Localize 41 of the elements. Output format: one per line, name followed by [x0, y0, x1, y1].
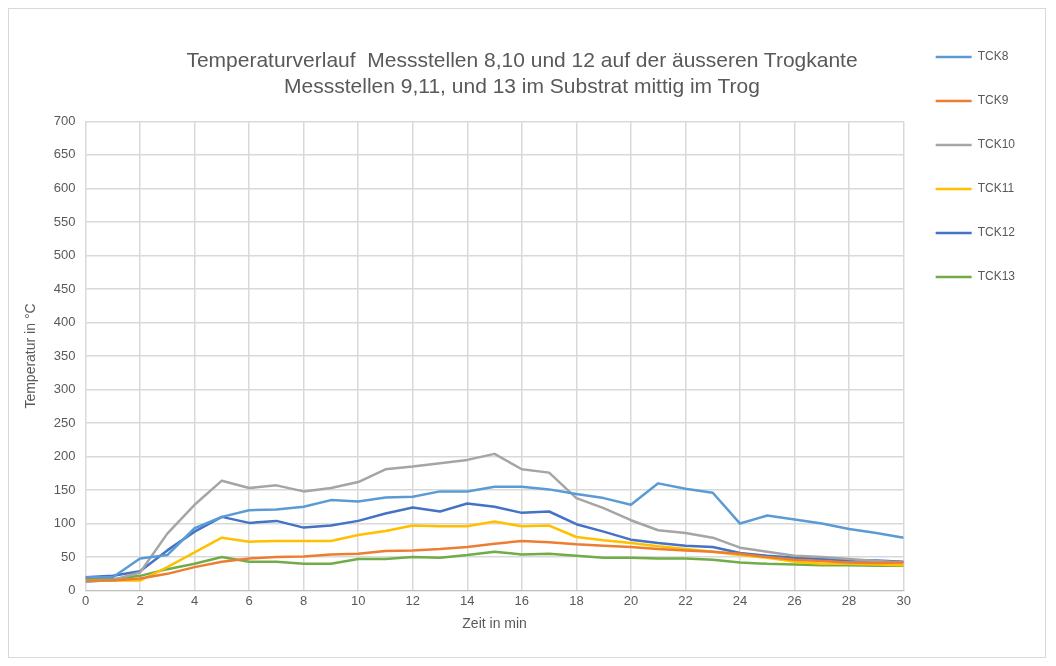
legend-label: TCK13 [977, 269, 1016, 284]
y-tick-label: 100 [53, 515, 76, 531]
legend-label: TCK9 [977, 93, 1009, 108]
x-tick-label: 0 [81, 592, 90, 608]
x-tick-label: 2 [136, 592, 144, 608]
y-tick-label: 250 [53, 414, 76, 430]
x-tick-label: 4 [190, 592, 199, 608]
y-tick-label: 700 [53, 112, 76, 128]
x-tick-label: 24 [732, 592, 748, 608]
x-tick-label: 10 [350, 592, 366, 608]
x-tick-label: 30 [896, 592, 911, 608]
y-tick-label: 0 [68, 582, 76, 598]
text: Temperaturverlauf Messstellen 8,10 und 12 auf der äusseren Trogkante [186, 48, 858, 72]
legend-label: TCK12 [977, 225, 1016, 240]
y-tick-label: 50 [61, 548, 76, 564]
y-tick-label: 650 [53, 146, 76, 162]
y-tick-label: 600 [53, 180, 76, 196]
y-tick-label: 400 [53, 314, 76, 330]
x-tick-label: 14 [460, 592, 475, 608]
y-tick-label: 450 [53, 280, 76, 296]
x-tick-label: 16 [514, 592, 530, 608]
x-tick-label: 20 [623, 592, 639, 608]
x-axis-title: Zeit in min [462, 615, 527, 632]
y-tick-label: 550 [53, 213, 76, 229]
y-axis-title: Temperatur in °C [22, 303, 39, 409]
x-tick-label: 6 [245, 592, 253, 608]
x-tick-label: 8 [300, 592, 308, 608]
y-tick-label: 350 [53, 347, 76, 363]
text: Messstellen 9,11, und 13 im Substrat mittig im Trog [284, 73, 760, 97]
legend-label: TCK8 [977, 49, 1009, 64]
y-tick-label: 300 [53, 381, 76, 397]
x-tick-label: 12 [405, 592, 420, 608]
y-tick-label: 200 [53, 448, 76, 464]
y-tick-label: 500 [53, 247, 76, 263]
y-tick-label: 150 [53, 481, 76, 497]
x-tick-label: 28 [841, 592, 857, 608]
legend-label: TCK10 [977, 137, 1016, 152]
legend-label: TCK11 [977, 181, 1015, 196]
x-tick-label: 18 [569, 592, 584, 608]
x-tick-label: 26 [787, 592, 802, 608]
x-tick-label: 22 [678, 592, 693, 608]
